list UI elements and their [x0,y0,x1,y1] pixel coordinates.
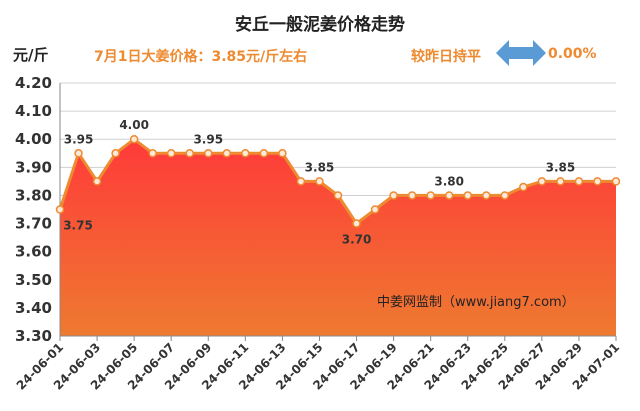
data-label: 4.00 [119,118,149,132]
chart-title: 安丘一般泥姜价格走势 [235,15,405,35]
data-point [278,149,287,158]
data-point [315,177,324,186]
y-tick-label: 4.20 [15,74,52,92]
x-axis-ticks: 24-06-0124-06-0324-06-0524-06-0724-06-09… [14,336,622,393]
data-point [129,134,139,144]
y-tick-label: 3.30 [15,327,52,345]
data-point [241,149,250,158]
data-point [593,177,602,186]
data-point [482,191,491,200]
data-point [426,191,435,200]
data-point [611,177,621,186]
data-labels: 3.75 3.95 4.00 3.95 3.85 3.70 3.80 3.85 [63,118,575,246]
data-markers [55,134,621,228]
price-summary: 7月1日大姜价格：3.85元/斤左右 [94,49,308,65]
data-point [296,177,306,186]
double-arrow-icon [496,40,546,66]
data-point [519,182,528,192]
data-point [574,177,584,186]
data-point [55,205,65,214]
data-point [537,177,547,186]
data-point [407,191,417,200]
data-label: 3.95 [64,132,94,146]
data-label: 3.75 [63,219,93,233]
compare-summary: 较昨日持平 [411,49,481,65]
data-label: 3.80 [434,174,464,188]
data-label: 3.85 [305,160,335,174]
y-tick-label: 4.00 [15,130,52,148]
data-label: 3.95 [193,132,223,146]
data-point [500,191,510,200]
y-tick-label: 3.70 [15,215,52,233]
data-point [556,177,565,186]
data-point [148,149,157,158]
data-point [111,149,120,158]
y-tick-label: 3.50 [15,271,52,289]
data-point [370,205,380,214]
data-label: 3.70 [342,233,372,247]
y-axis-ticks: 4.20 4.10 4.00 3.90 3.80 3.70 3.60 3.50 3.40 3.30 [15,74,52,345]
change-percent: 0.00% [548,46,597,62]
data-label: 3.85 [546,160,576,174]
watermark: 中姜网监制（www.jiang7.com） [377,295,575,310]
data-point [444,191,454,200]
y-tick-label: 3.90 [15,158,52,176]
data-point [352,219,361,228]
unit-label: 元/斤 [13,46,49,64]
y-tick-label: 4.10 [15,102,52,120]
data-point [463,191,472,200]
data-point [389,191,398,200]
data-point [333,191,343,200]
y-tick-label: 3.60 [15,243,52,261]
data-point [166,149,176,158]
price-area [60,139,616,336]
data-point [92,177,102,186]
data-point [259,149,269,158]
y-tick-label: 3.40 [15,299,52,317]
y-tick-label: 3.80 [15,186,52,204]
data-point [185,149,194,158]
data-point [222,149,232,158]
data-point [74,149,83,158]
data-point [204,149,213,158]
